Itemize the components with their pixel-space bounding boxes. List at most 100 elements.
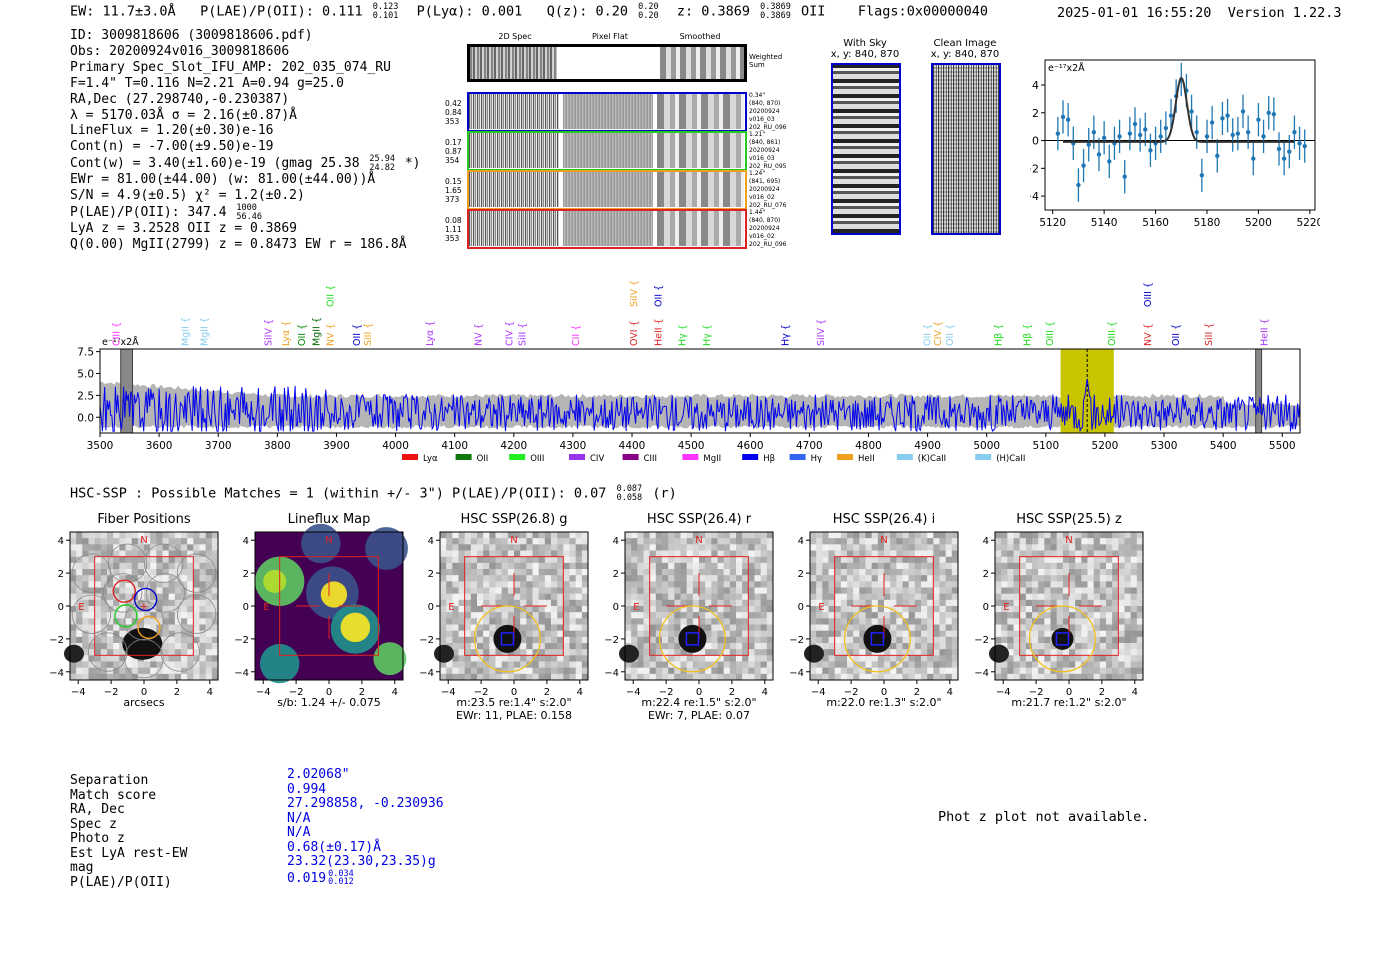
spectrum-line-label: NV { xyxy=(1143,323,1154,346)
spectrum-line-label: MgII { xyxy=(200,317,211,346)
fiber-circle xyxy=(124,638,164,679)
spectrum-xtick-label: 4100 xyxy=(441,440,468,452)
fit-point xyxy=(1240,109,1246,114)
catalog-marker xyxy=(500,632,515,646)
flags-value: Flags:0x00000040 xyxy=(857,3,988,20)
cutout-caption: s/b: 1.24 +/- 0.075 xyxy=(277,696,381,709)
fit-ytick-label: 4 xyxy=(1032,79,1039,92)
spectrum-line-label: CIV { xyxy=(505,321,516,346)
north-label: N xyxy=(695,535,702,546)
match-label: Photo z xyxy=(70,831,125,846)
legend-swatch xyxy=(622,454,639,460)
twod-row-left-labels: 0.17 0.87 354 xyxy=(445,138,462,165)
spectrum-ylabel: e⁻¹⁷x2Å xyxy=(102,336,139,348)
cutout-ytick-label: −2 xyxy=(974,635,989,646)
source-blob xyxy=(493,624,522,653)
spectrum-line-label: MgII { xyxy=(181,317,192,346)
cutout-title: Fiber Positions xyxy=(97,512,191,527)
twod-row-left-labels: 0.42 0.84 353 xyxy=(445,99,462,126)
spectrum-ytick-label: 0.0 xyxy=(77,412,94,424)
twod-row-left-labels: 0.15 1.65 373 xyxy=(445,177,462,204)
twod-row-smoothed xyxy=(657,133,744,168)
source-blob xyxy=(863,624,892,653)
cutout-title: HSC SSP(26.4) r xyxy=(646,512,752,527)
cutout-ytick-label: 4 xyxy=(613,536,619,547)
fit-point xyxy=(1230,132,1235,138)
match-label: Separation xyxy=(70,773,149,788)
cutout-caption-2: EWr: 11, PLAE: 0.158 xyxy=(455,709,573,722)
cutout-caption-2: EWr: 7, PLAE: 0.07 xyxy=(647,709,751,722)
cutout-ytick-label: 0 xyxy=(983,602,989,613)
fit-ytick-label: 2 xyxy=(1032,107,1039,120)
cutout-frame xyxy=(994,531,1144,681)
spectrum-line-label: NV { xyxy=(473,323,484,346)
cutout-panel: N E −4 −4 −2 −2 0 0 2 2 4 4 xyxy=(604,531,774,698)
fit-xtick-label: 5160 xyxy=(1142,217,1169,229)
fit-point xyxy=(1143,127,1148,132)
spectrum-frame xyxy=(99,348,1301,434)
twod-row-smoothed xyxy=(657,94,744,129)
match-value: 0.019 0.034 0.012 xyxy=(287,868,354,887)
fit-point xyxy=(1081,163,1086,168)
detection-info: ID: 3009818606 (3009818606.pdf) Obs: 202… xyxy=(70,28,421,253)
legend-label: OII xyxy=(477,454,489,464)
fit-model-line xyxy=(1063,76,1295,143)
timestamp-version: 2025-01-01 16:55:20 Version 1.22.3 xyxy=(1057,5,1342,21)
spectrum-xtick-label: 5200 xyxy=(1092,440,1119,452)
version: Version 1.22.3 xyxy=(1227,5,1342,21)
col-title-smoothed: Smoothed xyxy=(679,32,721,41)
match-box xyxy=(464,556,564,656)
cutout-ytick-label: −2 xyxy=(789,635,804,646)
fit-point xyxy=(1127,131,1133,136)
spectrum-flux-line xyxy=(99,378,1301,433)
match-label: Match score xyxy=(70,787,157,803)
cutout-panel: N E −4 −4 −2 −2 0 0 2 2 4 4 xyxy=(419,531,589,698)
cutout-xtick-label: 0 xyxy=(696,687,702,698)
east-label: E xyxy=(448,602,454,613)
twod-row-smoothed xyxy=(657,172,744,207)
spectrum-xtick-label: 4800 xyxy=(855,440,882,452)
cutout-ytick-label: 4 xyxy=(798,536,804,547)
fit-point xyxy=(1266,110,1271,115)
twod-row-pixelflat xyxy=(563,133,653,168)
spectrum-line-label: OII { xyxy=(923,324,934,346)
ew-value: EW: 11.7±3.0Å xyxy=(70,3,176,20)
fit-point xyxy=(1060,114,1066,120)
spectrum-line-label: Hγ { xyxy=(781,324,792,346)
catalog-marker xyxy=(685,632,700,646)
fit-point xyxy=(1194,130,1199,135)
match-box xyxy=(834,556,934,656)
cutout-ytick-label: 4 xyxy=(428,536,434,547)
spectrum-mask xyxy=(1255,348,1263,434)
spectrum-line-label: Hγ { xyxy=(702,324,713,346)
fit-point xyxy=(1158,134,1163,139)
cutout-ytick-label: −4 xyxy=(604,668,619,679)
fiber-circle xyxy=(124,601,164,641)
cutout-ytick-label: 2 xyxy=(58,569,64,580)
cutout-ytick-label: −2 xyxy=(604,635,619,646)
cutout-noise xyxy=(995,532,1144,681)
match-value: 27.298858, -0.230936 xyxy=(287,796,444,811)
cutout-xtick-label: −2 xyxy=(1029,687,1044,698)
col-title-pixelflat: Pixel Flat xyxy=(592,32,628,41)
cutout-title: Lineflux Map xyxy=(287,512,371,527)
cutout-noise xyxy=(625,532,774,681)
fiber-highlight xyxy=(133,587,158,612)
twod-row-2dspec xyxy=(469,133,559,168)
twod-row-strip xyxy=(467,92,747,132)
fit-point xyxy=(1302,143,1307,149)
fit-ylabel: e⁻¹⁷x2Å xyxy=(1048,62,1085,74)
header-line: EW: 11.7±3.0Å P(LAE)/P(OII): 0.111 0.123… xyxy=(70,3,988,20)
cutout-frame xyxy=(809,531,959,681)
spectrum-line-label: OVI { xyxy=(629,320,640,346)
cutout-panel: + N E −4 −4 −2 −2 0 0 2 2 4 4 xyxy=(49,531,219,698)
spectrum-ytick-label: 2.5 xyxy=(77,390,94,402)
north-label: N xyxy=(510,535,517,546)
fit-point xyxy=(1122,174,1127,179)
fit-point xyxy=(1117,134,1122,139)
cutout-xtick-label: −4 xyxy=(256,687,271,698)
cutout-xtick-label: 0 xyxy=(1066,687,1072,698)
cutout-xtick-label: −2 xyxy=(289,687,304,698)
cutout-xtick-label: 4 xyxy=(762,687,768,698)
fiber-circle xyxy=(107,543,148,583)
